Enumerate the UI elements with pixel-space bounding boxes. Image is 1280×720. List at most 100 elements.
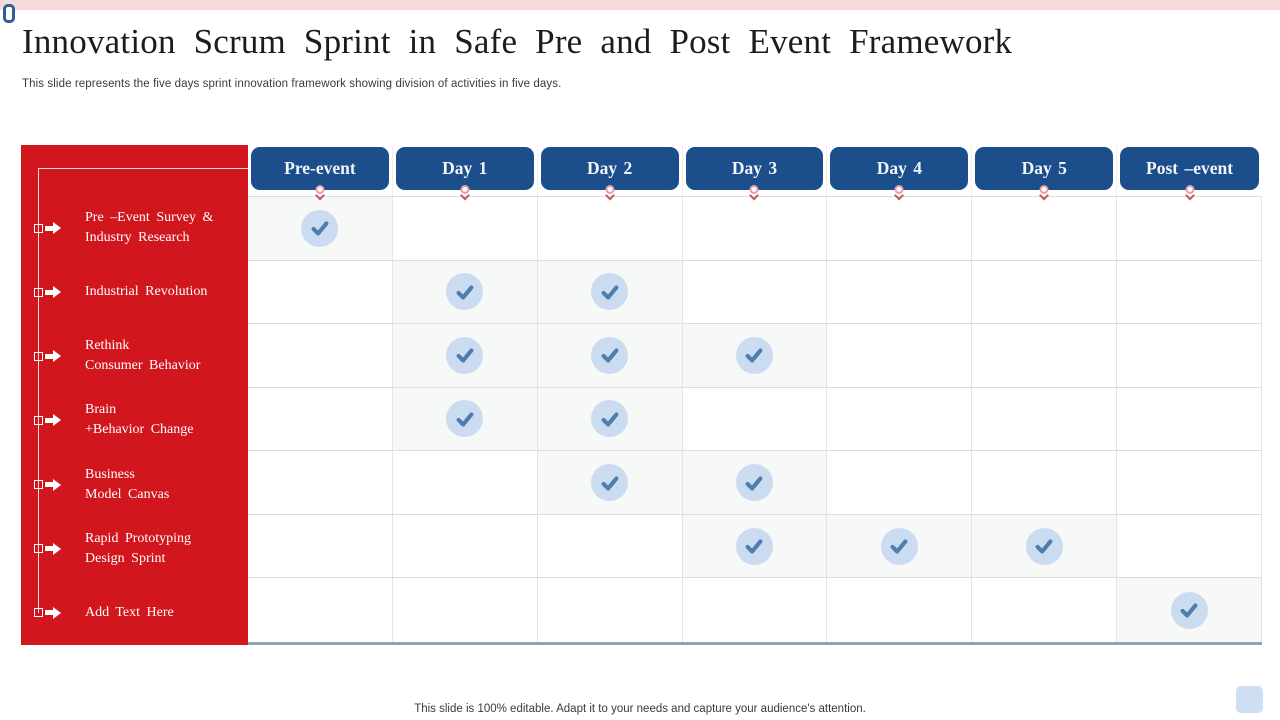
column-header-label: Day 2	[540, 147, 679, 190]
footer-note: This slide is 100% editable. Adapt it to…	[414, 703, 866, 715]
header-row: Pre-event Day 1 Day 2 Day 3 Day 4 Day 5 Post –…	[248, 145, 1262, 201]
arrow-right-icon	[45, 414, 61, 427]
pin-marker-icon	[749, 185, 760, 201]
matrix-cell-r5-c2	[392, 451, 538, 515]
matrix-cell-r7-c5	[827, 578, 973, 642]
matrix-cell-r1-c5	[827, 197, 973, 261]
matrix-cell-r1-c1	[248, 197, 393, 261]
checkmark-icon	[446, 273, 484, 311]
matrix-cell-r3-c2	[392, 324, 538, 388]
sidebar-item-label: Rapid Prototyping Design Sprint	[85, 530, 192, 566]
checkmark-icon	[446, 400, 484, 438]
bottom-right-square	[1236, 686, 1263, 713]
pin-marker-icon	[1039, 185, 1050, 201]
slide-subtitle: This slide represents the five days spri…	[22, 78, 562, 90]
arrow-right-icon	[45, 286, 61, 299]
matrix-cell-r5-c6	[972, 451, 1118, 515]
checkmark-icon	[591, 273, 629, 311]
top-accent-bar	[0, 0, 1280, 10]
square-bullet-icon	[34, 223, 43, 233]
square-bullet-icon	[34, 351, 43, 361]
matrix-cell-r6-c7	[1117, 514, 1262, 579]
column-header-7: Post –event	[1117, 145, 1262, 201]
matrix-cell-r4-c7	[1117, 387, 1262, 452]
arrow-right-icon	[45, 542, 61, 555]
matrix-cell-r6-c6	[972, 514, 1118, 579]
matrix-cell-r7-c1	[248, 578, 393, 642]
matrix-cell-r1-c7	[1117, 197, 1262, 261]
sidebar-item-1: Pre –Event Survey & Industry Research	[21, 196, 248, 260]
sidebar-item-label: Industrial Revolution	[85, 284, 208, 300]
matrix-cell-r6-c2	[392, 514, 538, 579]
checkmark-icon	[1170, 591, 1208, 629]
matrix-cell-r1-c6	[972, 197, 1118, 261]
column-header-4: Day 3	[683, 145, 828, 201]
checkmark-icon	[591, 336, 629, 374]
column-header-label: Day 5	[975, 147, 1114, 190]
sidebar-item-label: Business Model Canvas	[85, 466, 170, 502]
matrix-grid	[248, 196, 1262, 645]
column-header-label: Day 4	[830, 147, 969, 190]
sidebar-item-2: Industrial Revolution	[21, 260, 248, 324]
matrix-cell-r3-c1	[248, 324, 393, 388]
sidebar-connector-vertical	[38, 168, 39, 613]
matrix-cell-r7-c4	[683, 578, 828, 642]
sidebar-item-label: Add Text Here	[85, 604, 174, 620]
sidebar-connector-horizontal	[38, 168, 248, 169]
checkmark-icon	[446, 336, 484, 374]
arrow-right-icon	[45, 606, 61, 619]
matrix-cell-r4-c1	[248, 387, 393, 452]
matrix-cell-r7-c7	[1117, 578, 1262, 642]
checkmark-icon	[1025, 527, 1063, 565]
top-left-square-icon	[3, 4, 15, 23]
column-header-label: Day 3	[685, 147, 824, 190]
square-bullet-icon	[34, 287, 43, 297]
column-header-6: Day 5	[972, 145, 1118, 201]
arrow-right-icon	[45, 478, 61, 491]
column-header-5: Day 4	[827, 145, 973, 201]
sidebar-item-label: Pre –Event Survey & Industry Research	[85, 210, 214, 246]
matrix-cell-r3-c3	[537, 324, 683, 388]
column-header-1: Pre-event	[248, 145, 393, 201]
framework-matrix: Pre –Event Survey & Industry Research Indu…	[21, 145, 1262, 645]
matrix-cell-r6-c5	[827, 514, 973, 579]
page-title: Innovation Scrum Sprint in Safe Pre and …	[22, 22, 1013, 61]
matrix-cell-r5-c5	[827, 451, 973, 515]
column-header-3: Day 2	[538, 145, 683, 201]
checkmark-icon	[591, 400, 629, 438]
activity-sidebar: Pre –Event Survey & Industry Research Indu…	[21, 145, 248, 645]
matrix-cell-r2-c1	[248, 260, 393, 325]
matrix-cell-r5-c7	[1117, 451, 1262, 515]
square-bullet-icon	[34, 415, 43, 425]
square-bullet-icon	[34, 544, 43, 554]
checkmark-icon	[301, 209, 339, 247]
checkmark-icon	[735, 527, 773, 565]
matrix-cell-r1-c3	[537, 197, 683, 261]
sidebar-item-7: Add Text Here	[21, 581, 248, 645]
sidebar-list: Pre –Event Survey & Industry Research Indu…	[21, 196, 248, 645]
pin-marker-icon	[604, 185, 615, 201]
sidebar-item-label: Rethink Consumer Behavior	[85, 338, 201, 374]
column-header-label: Day 1	[395, 147, 534, 190]
matrix-cell-r2-c5	[827, 260, 973, 325]
matrix-cell-r5-c4	[682, 451, 828, 515]
checkmark-icon	[735, 464, 773, 502]
matrix-cell-r4-c5	[827, 387, 973, 452]
matrix-cell-r6-c3	[537, 514, 683, 579]
matrix-cell-r4-c2	[392, 387, 538, 452]
matrix-cell-r2-c4	[682, 260, 828, 325]
matrix-cell-r3-c6	[972, 324, 1118, 388]
matrix-cell-r7-c6	[972, 578, 1118, 642]
matrix-cell-r2-c3	[537, 260, 683, 325]
matrix-cell-r4-c6	[972, 387, 1118, 452]
sidebar-item-3: Rethink Consumer Behavior	[21, 324, 248, 388]
arrow-right-icon	[45, 222, 61, 235]
matrix-cell-r6-c4	[682, 514, 828, 579]
sidebar-item-4: Brain +Behavior Change	[21, 388, 248, 452]
matrix-cell-r5-c1	[248, 451, 393, 515]
checkmark-icon	[591, 464, 629, 502]
arrow-right-icon	[45, 350, 61, 363]
pin-marker-icon	[459, 185, 470, 201]
matrix-cell-r1-c4	[682, 197, 828, 261]
pin-marker-icon	[314, 185, 325, 201]
